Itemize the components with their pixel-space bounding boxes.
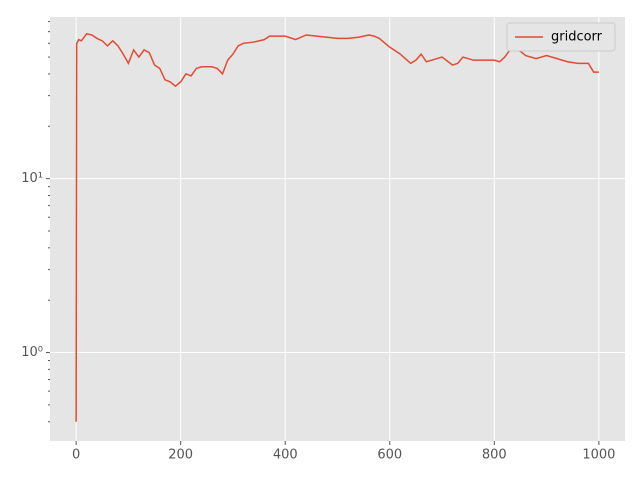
data-line <box>75 33 599 422</box>
grid <box>50 17 625 441</box>
y-tick-label: 10¹ <box>21 171 43 186</box>
x-tick-label: 1000 <box>582 448 615 463</box>
plot-area <box>50 17 625 441</box>
x-tick-label: 200 <box>168 448 193 463</box>
y-tick-label: 10⁰ <box>21 345 43 360</box>
x-tick-label: 0 <box>72 448 80 463</box>
x-tick-label: 400 <box>273 448 298 463</box>
marks <box>75 33 599 422</box>
legend-label: gridcorr <box>551 30 603 45</box>
x-tick-label: 600 <box>377 448 402 463</box>
x-tick-label: 800 <box>482 448 507 463</box>
legend-box <box>506 22 616 52</box>
